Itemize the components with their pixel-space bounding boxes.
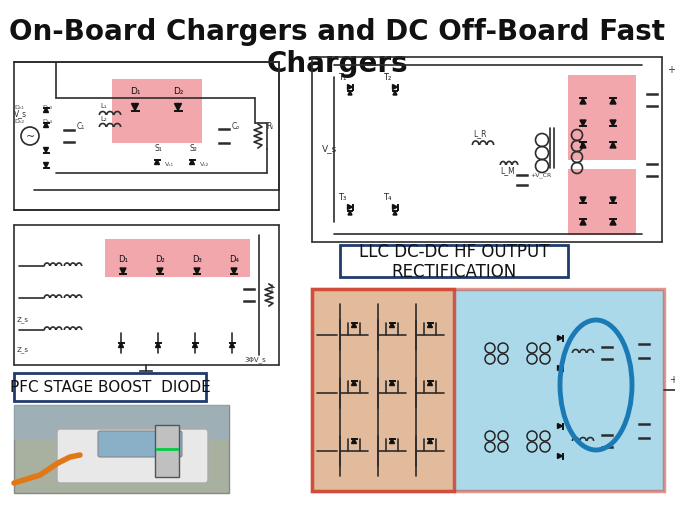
- Polygon shape: [558, 453, 562, 459]
- Polygon shape: [427, 323, 433, 328]
- Bar: [14, 405, 229, 440]
- Polygon shape: [389, 381, 394, 386]
- Text: V_s: V_s: [14, 109, 26, 118]
- Polygon shape: [348, 212, 352, 216]
- Text: S₁: S₁: [154, 144, 162, 153]
- Polygon shape: [352, 381, 356, 386]
- Bar: [155, 425, 179, 477]
- Text: Z_s: Z_s: [17, 345, 29, 352]
- Text: D₂: D₂: [155, 254, 165, 263]
- Polygon shape: [389, 439, 394, 443]
- Text: Dₙ₂: Dₙ₂: [14, 119, 24, 124]
- Polygon shape: [352, 323, 356, 328]
- Polygon shape: [392, 205, 398, 210]
- Polygon shape: [580, 220, 586, 226]
- Polygon shape: [580, 197, 586, 204]
- Polygon shape: [230, 343, 234, 348]
- Polygon shape: [194, 269, 200, 274]
- Polygon shape: [157, 269, 163, 274]
- Polygon shape: [43, 148, 49, 153]
- Bar: [568, 170, 636, 235]
- Bar: [14, 405, 229, 493]
- Polygon shape: [610, 197, 616, 204]
- Polygon shape: [427, 381, 433, 386]
- Bar: [112, 80, 202, 144]
- Text: C₁: C₁: [77, 122, 85, 131]
- FancyBboxPatch shape: [340, 245, 568, 277]
- Polygon shape: [43, 123, 49, 128]
- Polygon shape: [427, 439, 433, 443]
- Polygon shape: [120, 269, 126, 274]
- Text: Rₗ: Rₗ: [266, 122, 273, 131]
- Polygon shape: [610, 220, 616, 226]
- Text: L_M: L_M: [500, 166, 515, 175]
- Polygon shape: [558, 336, 562, 341]
- Text: S₂: S₂: [189, 144, 197, 153]
- Text: On-Board Chargers and DC Off-Board Fast
Chargers: On-Board Chargers and DC Off-Board Fast …: [9, 18, 665, 78]
- Text: L_R: L_R: [473, 129, 487, 138]
- Text: +V_CR: +V_CR: [530, 172, 551, 177]
- Polygon shape: [392, 85, 398, 90]
- Polygon shape: [231, 269, 237, 274]
- Polygon shape: [132, 105, 138, 111]
- Polygon shape: [610, 143, 616, 148]
- Text: PFC STAGE BOOST  DIODE: PFC STAGE BOOST DIODE: [9, 380, 211, 395]
- Polygon shape: [348, 85, 352, 90]
- FancyBboxPatch shape: [57, 429, 208, 483]
- Text: D₄: D₄: [229, 254, 239, 263]
- Polygon shape: [43, 163, 49, 168]
- Text: Vₛ₁: Vₛ₁: [165, 162, 174, 167]
- Text: +: +: [667, 65, 675, 75]
- FancyBboxPatch shape: [14, 373, 206, 401]
- Polygon shape: [348, 92, 352, 96]
- Text: Dₙ₄: Dₙ₄: [42, 119, 52, 124]
- Polygon shape: [43, 108, 49, 113]
- Text: V_s: V_s: [322, 144, 338, 153]
- Text: D₁: D₁: [118, 254, 128, 263]
- FancyBboxPatch shape: [98, 431, 182, 457]
- Text: L₂: L₂: [100, 116, 107, 122]
- Bar: [568, 76, 636, 161]
- Text: T₃: T₃: [338, 192, 346, 201]
- Text: D₂: D₂: [173, 86, 183, 95]
- Text: Z_s: Z_s: [17, 316, 29, 322]
- Text: Dₙ₃: Dₙ₃: [42, 105, 52, 110]
- Text: D₃: D₃: [192, 254, 202, 263]
- Polygon shape: [389, 323, 394, 328]
- Polygon shape: [580, 143, 586, 148]
- Polygon shape: [393, 212, 397, 216]
- Text: D₁: D₁: [130, 86, 140, 95]
- Polygon shape: [352, 439, 356, 443]
- Bar: [105, 239, 250, 277]
- Polygon shape: [610, 99, 616, 105]
- Text: Dₙ₁: Dₙ₁: [14, 105, 24, 110]
- Polygon shape: [155, 160, 159, 165]
- Text: T₄: T₄: [383, 192, 392, 201]
- Polygon shape: [175, 105, 182, 111]
- Text: +: +: [267, 282, 275, 292]
- Polygon shape: [393, 92, 397, 96]
- Polygon shape: [155, 343, 161, 348]
- Text: T₂: T₂: [383, 73, 391, 82]
- Text: T₁: T₁: [338, 73, 346, 82]
- Polygon shape: [119, 343, 124, 348]
- Polygon shape: [558, 366, 562, 371]
- Text: LLC DC-DC HF OUTPUT
RECTIFICATION: LLC DC-DC HF OUTPUT RECTIFICATION: [358, 242, 549, 281]
- Polygon shape: [580, 99, 586, 105]
- Text: Vₛ₂: Vₛ₂: [200, 162, 209, 167]
- Text: L₁: L₁: [100, 103, 107, 109]
- Polygon shape: [558, 424, 562, 429]
- Text: Cₒ: Cₒ: [232, 122, 240, 131]
- Polygon shape: [192, 343, 198, 348]
- Text: 3ΦV_s: 3ΦV_s: [244, 356, 266, 362]
- Bar: [312, 289, 454, 491]
- Polygon shape: [190, 160, 194, 165]
- Text: +: +: [669, 374, 675, 384]
- Bar: [312, 289, 664, 491]
- Polygon shape: [348, 205, 352, 210]
- Text: ~: ~: [26, 132, 34, 142]
- Polygon shape: [580, 121, 586, 127]
- Polygon shape: [610, 121, 616, 127]
